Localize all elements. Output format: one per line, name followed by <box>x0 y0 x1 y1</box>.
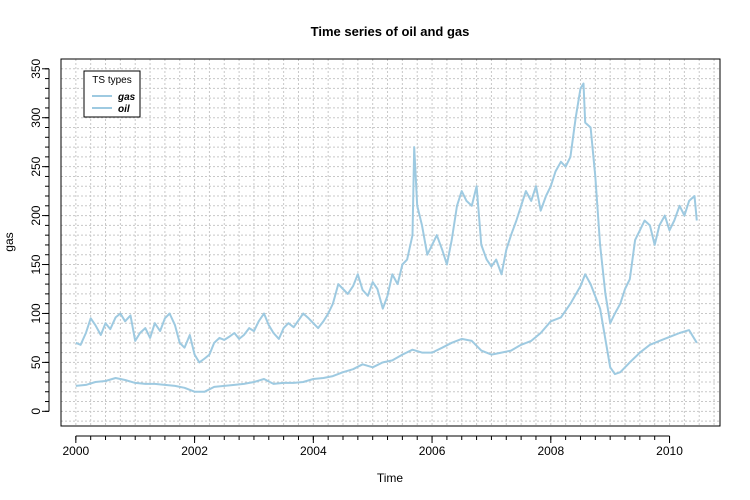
y-tick-label-200: 200 <box>29 205 43 225</box>
x-axis-label: Time <box>377 471 404 485</box>
y-axis: 0 50 100 150 200 250 300 350 <box>29 58 50 415</box>
plot-frame <box>60 58 721 427</box>
y-tick-label-100: 100 <box>29 303 43 323</box>
x-tick-label-2004: 2004 <box>300 444 327 458</box>
legend-label-oil: oil <box>118 104 130 115</box>
legend-title: TS types <box>92 75 131 86</box>
legend: TS types gas oil <box>83 70 141 118</box>
legend-label-gas: gas <box>117 92 136 103</box>
series-line-gas <box>75 82 698 364</box>
y-axis-label: gas <box>2 232 16 251</box>
x-tick-label-2000: 2000 <box>62 444 89 458</box>
y-tick-label-300: 300 <box>29 107 43 127</box>
grid-lines <box>60 58 720 426</box>
x-tick-label-2008: 2008 <box>537 444 564 458</box>
x-tick-label-2006: 2006 <box>419 444 446 458</box>
series-line-oil <box>75 273 698 393</box>
y-tick-label-150: 150 <box>29 254 43 274</box>
x-tick-label-2010: 2010 <box>656 444 683 458</box>
chart-title: Time series of oil and gas <box>311 24 470 39</box>
y-tick-label-50: 50 <box>29 355 43 369</box>
y-tick-label-250: 250 <box>29 156 43 176</box>
y-tick-label-350: 350 <box>29 58 43 78</box>
y-tick-label-0: 0 <box>29 408 43 415</box>
series-lines <box>75 82 698 393</box>
legend-box <box>83 70 141 118</box>
x-tick-label-2002: 2002 <box>181 444 208 458</box>
x-axis: 2000 2002 2004 2006 2008 2010 <box>62 435 683 458</box>
